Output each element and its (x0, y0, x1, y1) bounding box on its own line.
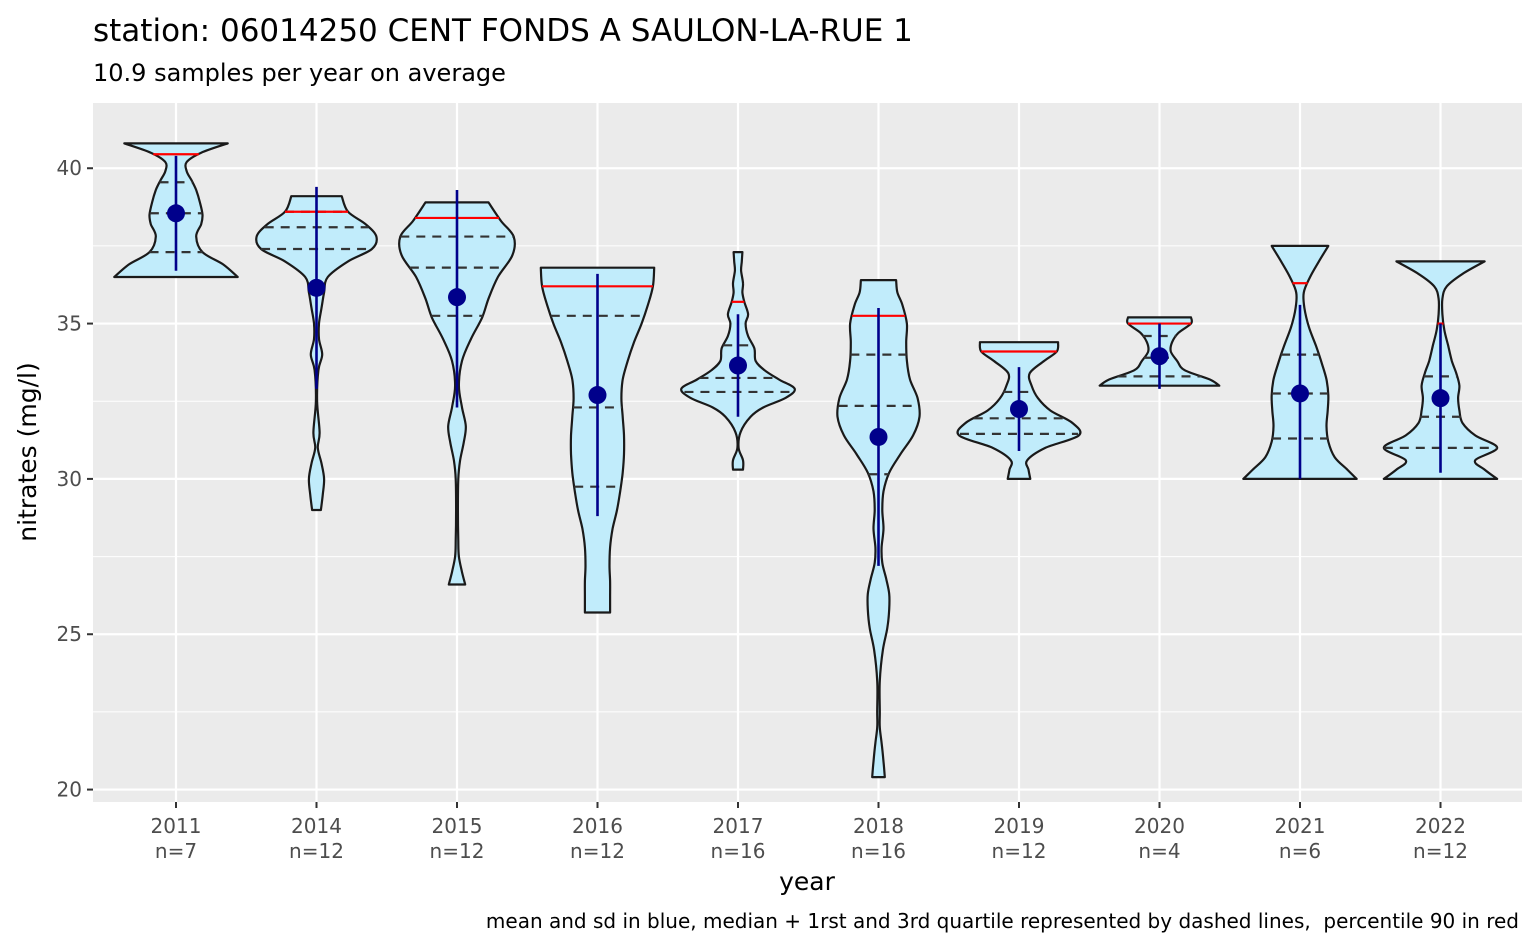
x-tick-label-count: n=12 (992, 839, 1047, 863)
violin-2014 (255, 186, 378, 512)
chart-subtitle: 10.9 samples per year on average (93, 59, 506, 87)
x-tick-label-count: n=7 (155, 839, 197, 863)
violin-2019 (956, 341, 1082, 480)
x-tick-label-count: n=6 (1279, 839, 1321, 863)
mean-point (448, 288, 466, 307)
violin-2011 (113, 142, 239, 279)
violins (113, 142, 1499, 779)
violin-2021 (1242, 244, 1358, 480)
chart-caption: mean and sd in blue, median + 1rst and 3… (486, 909, 1519, 933)
x-tick-label-count: n=12 (430, 839, 485, 863)
x-tick-label-year: 2016 (572, 814, 623, 838)
y-axis-ticks: 20 25 30 35 40 (57, 156, 93, 802)
y-tick-label: 35 (57, 312, 82, 336)
violin-2018 (836, 279, 921, 779)
mean-point (167, 204, 185, 223)
x-tick-label-count: n=12 (570, 839, 625, 863)
x-axis-title: year (779, 867, 835, 896)
x-tick-label-year: 2017 (713, 814, 764, 838)
x-tick-label-year: 2020 (1134, 814, 1185, 838)
x-tick-label-year: 2022 (1415, 814, 1466, 838)
mean-point (1150, 347, 1169, 366)
mean-point (1431, 389, 1450, 408)
x-tick-label-year: 2015 (432, 814, 483, 838)
x-tick-label-count: n=12 (1413, 839, 1468, 863)
violin-2020 (1098, 316, 1221, 389)
mean-point (1010, 400, 1028, 419)
violin-2016 (539, 266, 656, 614)
violin-2022 (1382, 260, 1499, 480)
mean-point (307, 278, 326, 297)
x-tick-label-count: n=12 (289, 839, 344, 863)
mean-point (1291, 384, 1309, 403)
mean-point (588, 386, 607, 405)
x-tick-label-count: n=16 (711, 839, 766, 863)
x-tick-label-year: 2014 (291, 814, 342, 838)
chart-title: station: 06014250 CENT FONDS A SAULON-LA… (93, 13, 913, 49)
y-axis-title: nitrates (mg/l) (13, 362, 42, 541)
x-tick-label-year: 2018 (853, 814, 904, 838)
y-tick-label: 30 (57, 467, 82, 491)
violin-2015 (398, 189, 516, 586)
x-tick-label-count: n=4 (1138, 839, 1180, 863)
x-tick-label-year: 2011 (151, 814, 202, 838)
x-tick-label-count: n=16 (851, 839, 906, 863)
y-tick-label: 25 (57, 622, 82, 646)
y-tick-label: 40 (57, 156, 82, 180)
y-tick-label: 20 (57, 778, 82, 802)
violin-2017 (680, 251, 796, 471)
mean-point (869, 427, 888, 446)
mean-point (729, 356, 747, 375)
x-tick-label-year: 2019 (994, 814, 1045, 838)
x-tick-label-year: 2021 (1275, 814, 1326, 838)
x-axis-ticks: 2011n=72014n=122015n=122016n=122017n=162… (151, 802, 1468, 863)
